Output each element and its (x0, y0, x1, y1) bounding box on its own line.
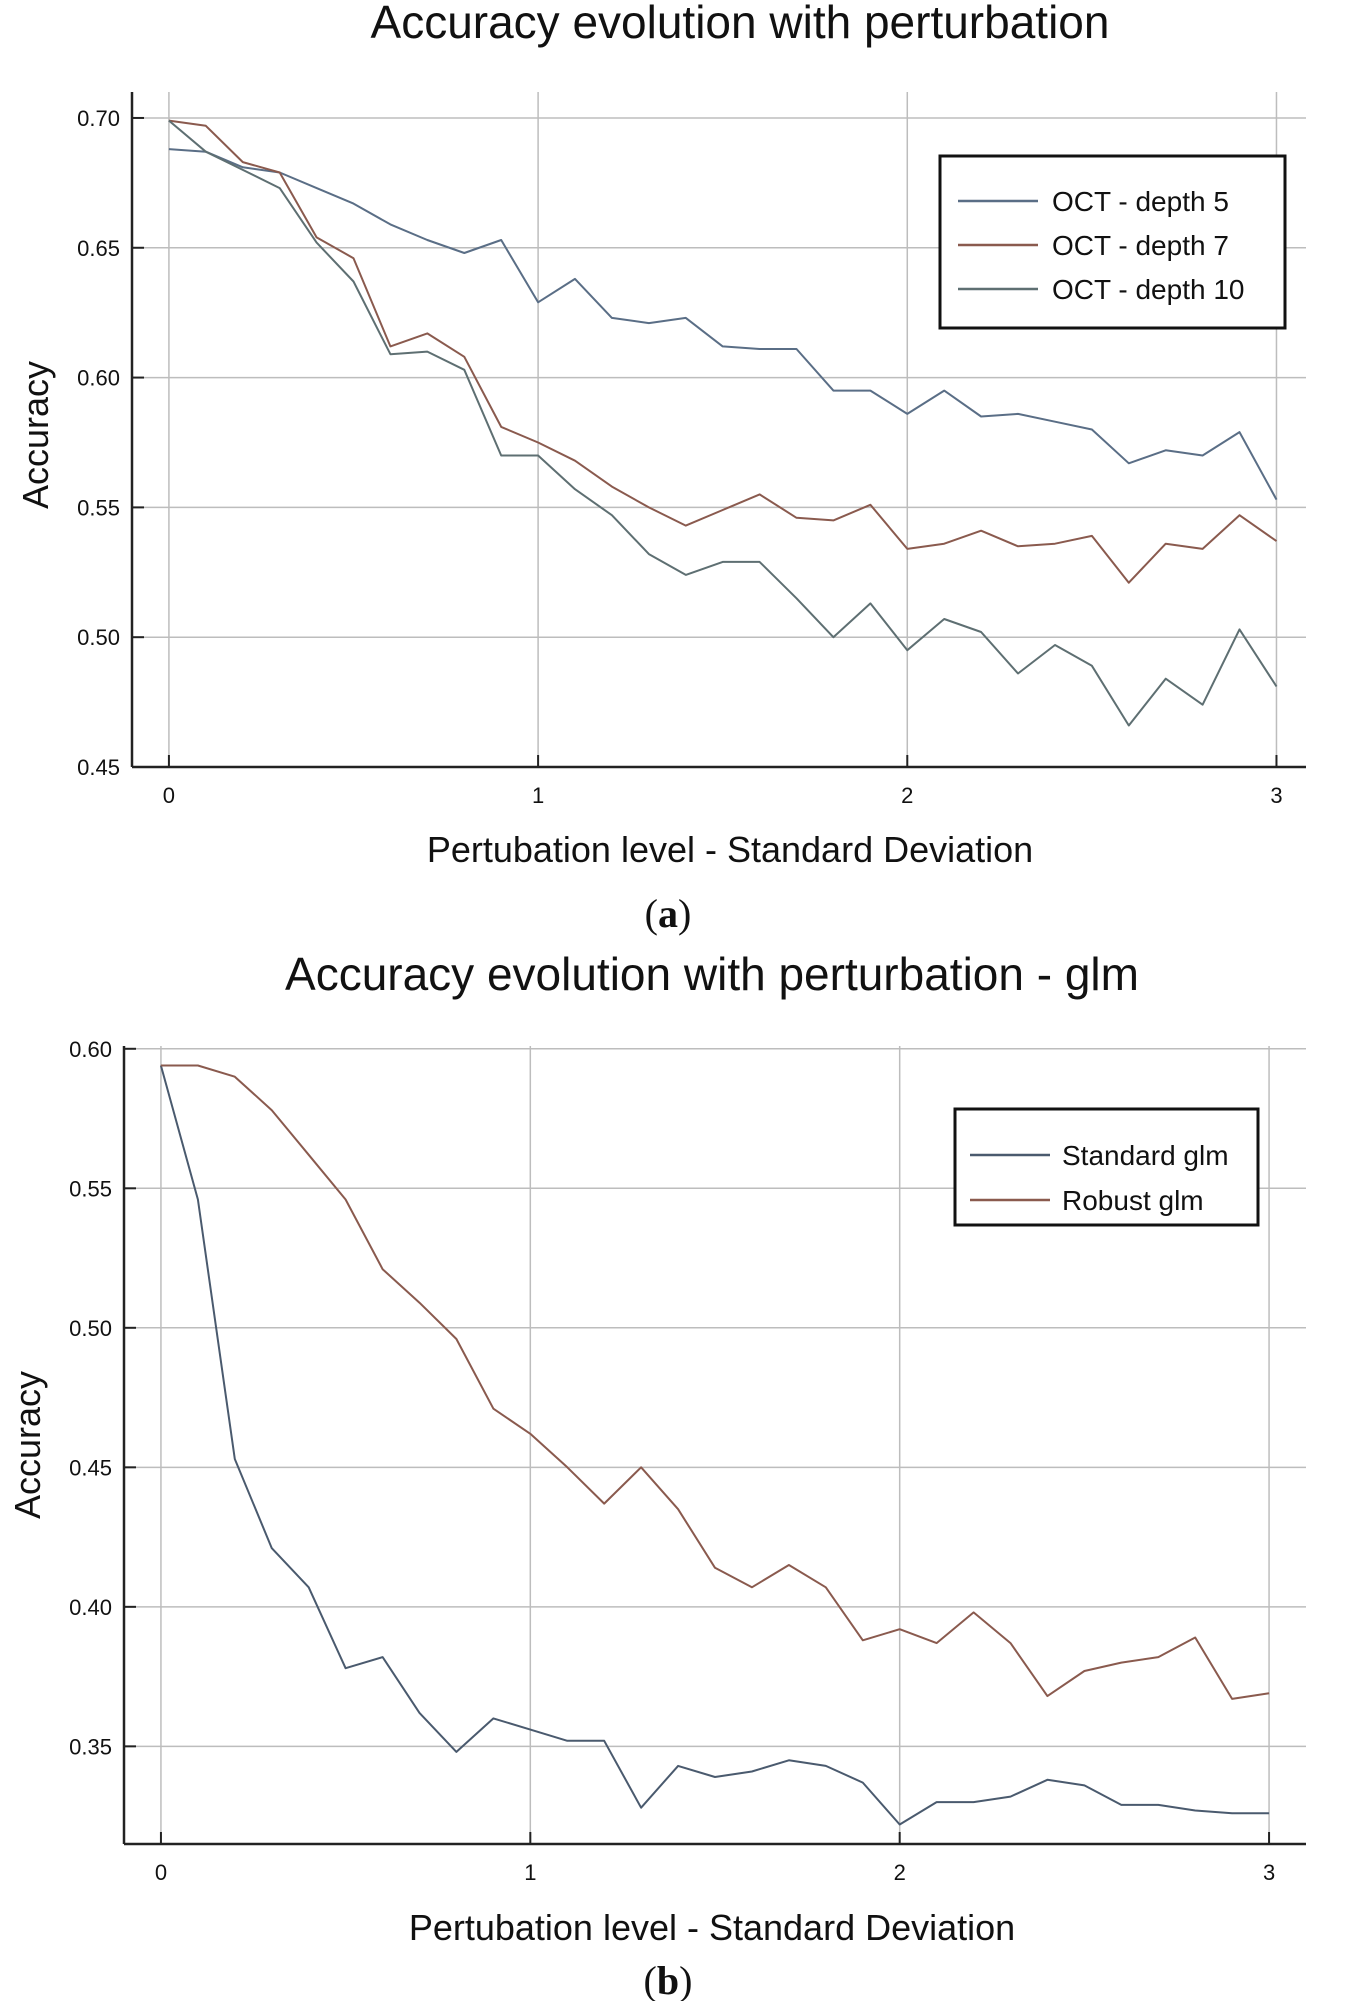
chart-a-y-tick-label-2: 0.55 (77, 495, 120, 520)
chart-a-x-tick-labels: 0 1 2 3 (163, 783, 1283, 808)
chart-a-series-oct-depth-5 (168, 148, 1278, 501)
chart-b-gridlines (124, 1046, 1306, 1844)
chart-a-x-tick-label-3: 3 (1270, 783, 1282, 808)
panel-b: Accuracy evolution with perturbation - g… (7, 948, 1306, 2001)
chart-a-y-axis-label: Accuracy (15, 361, 56, 509)
chart-b-y-tick-label-3: 0.50 (69, 1316, 112, 1341)
chart-b-legend-box (953, 1107, 1260, 1227)
chart-a-legend-label-depth-5: OCT - depth 5 (1052, 186, 1229, 217)
chart-b-x-tick-label-2: 2 (894, 1860, 906, 1885)
chart-b-y-axis-label: Accuracy (7, 1371, 48, 1519)
chart-b-y-tick-label-4: 0.55 (69, 1176, 112, 1201)
chart-a-legend: OCT - depth 5 OCT - depth 7 OCT - depth … (938, 154, 1287, 330)
chart-a-caption: (a) (645, 891, 692, 936)
chart-a-x-tick-label-2: 2 (901, 783, 913, 808)
chart-a-x-tick-label-0: 0 (163, 783, 175, 808)
chart-a-y-tick-label-0: 0.45 (77, 755, 120, 780)
chart-b-series-robust-glm (160, 1064, 1270, 1700)
chart-b-x-tick-label-3: 3 (1263, 1860, 1275, 1885)
chart-a-y-tick-label-4: 0.65 (77, 236, 120, 261)
chart-b-legend: Standard glm Robust glm (953, 1107, 1260, 1227)
chart-b-y-tick-label-0: 0.35 (69, 1734, 112, 1759)
chart-a-x-axis-label: Pertubation level - Standard Deviation (427, 829, 1033, 870)
chart-a-y-tick-label-1: 0.50 (77, 625, 120, 650)
chart-b-legend-label-robust-glm: Robust glm (1062, 1185, 1204, 1216)
chart-a-series (168, 119, 1278, 727)
chart-a-y-tick-label-5: 0.70 (77, 106, 120, 131)
chart-a-legend-label-depth-10: OCT - depth 10 (1052, 274, 1244, 305)
chart-a-x-tick-label-1: 1 (532, 783, 544, 808)
chart-a-y-tick-labels: 0.45 0.50 0.55 0.60 0.65 0.70 (77, 106, 120, 780)
chart-b-caption: (b) (644, 1958, 693, 2001)
chart-b-series (159, 1064, 1270, 1826)
chart-b-y-tick-label-5: 0.60 (69, 1037, 112, 1062)
chart-a-caption-letter: a (658, 891, 678, 936)
chart-b-ticks (124, 1047, 1271, 1844)
chart-a-ticks (132, 116, 1278, 768)
chart-a-series-oct-depth-10 (168, 119, 1278, 727)
chart-a-legend-box (938, 154, 1287, 330)
chart-b-x-tick-label-1: 1 (524, 1860, 536, 1885)
chart-b-legend-label-standard-glm: Standard glm (1062, 1140, 1229, 1171)
chart-a-series-oct-depth-7 (168, 119, 1278, 584)
chart-a-y-tick-label-3: 0.60 (77, 366, 120, 391)
chart-a-title: Accuracy evolution with perturbation (371, 0, 1110, 48)
chart-b-caption-letter: b (657, 1958, 679, 2001)
chart-b-x-axis-label: Pertubation level - Standard Deviation (409, 1907, 1015, 1948)
chart-b-title: Accuracy evolution with perturbation - g… (285, 948, 1139, 1000)
chart-b-x-tick-label-0: 0 (155, 1860, 167, 1885)
chart-b-series-standard-glm (159, 1065, 1270, 1826)
chart-a-gridlines (132, 92, 1306, 768)
chart-b-x-tick-labels: 0 1 2 3 (155, 1860, 1275, 1885)
panel-a: Accuracy evolution with perturbation 0.4… (15, 0, 1306, 936)
chart-b-y-tick-label-1: 0.40 (69, 1595, 112, 1620)
chart-a-legend-label-depth-7: OCT - depth 7 (1052, 230, 1229, 261)
chart-b-y-tick-label-2: 0.45 (69, 1455, 112, 1480)
chart-b-y-tick-labels: 0.35 0.40 0.45 0.50 0.55 0.60 (69, 1037, 112, 1760)
